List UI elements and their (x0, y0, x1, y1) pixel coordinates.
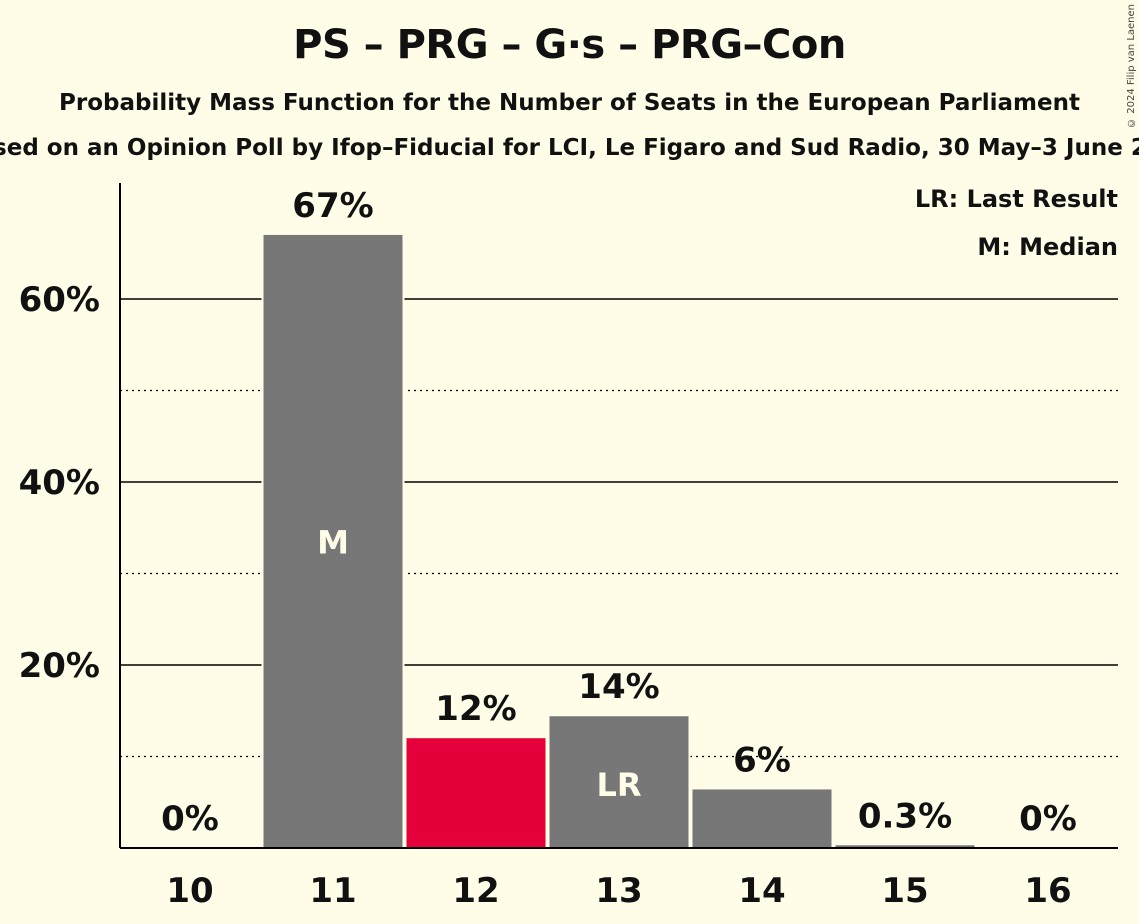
bar (406, 738, 546, 848)
chart-title: PS – PRG – G·s – PRG–Con (293, 22, 846, 68)
bar-value-label: 0% (1019, 799, 1077, 839)
bar (549, 716, 689, 848)
chart-source: Based on an Opinion Poll by Ifop–Fiducia… (0, 135, 1139, 161)
x-tick-label: 11 (309, 871, 356, 911)
x-tick-label: 13 (595, 871, 642, 911)
legend-median: M: Median (977, 233, 1118, 261)
legend-last-result: LR: Last Result (914, 185, 1118, 213)
bar-inner-label: M (317, 523, 349, 561)
x-tick-label: 14 (738, 871, 785, 911)
chart-subtitle: Probability Mass Function for the Number… (59, 90, 1080, 116)
x-tick-label: 10 (166, 871, 213, 911)
bar (263, 234, 403, 848)
x-tick-label: 15 (881, 871, 928, 911)
bar-inner-label: LR (596, 766, 641, 804)
bar-value-label: 67% (292, 186, 373, 226)
bar-value-label: 0% (161, 799, 219, 839)
y-tick-label: 40% (19, 463, 100, 503)
y-tick-label: 20% (19, 646, 100, 686)
x-tick-label: 16 (1024, 871, 1071, 911)
bar-value-label: 12% (435, 689, 516, 729)
bar-value-label: 14% (578, 667, 659, 707)
bar-value-label: 6% (733, 740, 791, 780)
bar (835, 845, 975, 848)
x-tick-label: 12 (452, 871, 499, 911)
y-tick-label: 60% (19, 280, 100, 320)
bar (692, 789, 832, 848)
bar-value-label: 0.3% (858, 796, 952, 836)
